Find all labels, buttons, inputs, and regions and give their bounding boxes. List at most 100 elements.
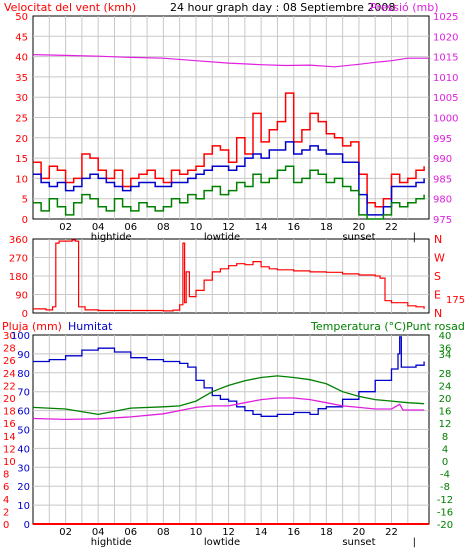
pressure-y-tick-label: 995 <box>433 134 452 145</box>
wind-x-sub-label: lowtide <box>204 232 240 243</box>
direction-compass-label: E <box>434 289 441 302</box>
humidity-x-sub-label: | <box>413 537 416 548</box>
temperature-y-tick-label: 0 <box>442 457 448 468</box>
direction-compass-label: N <box>434 233 442 246</box>
humidity-x-tick-label: 22 <box>385 527 398 538</box>
temperature-y-tick-label: 16 <box>439 407 452 418</box>
humidity-series-humitat <box>33 336 425 417</box>
humidity-x-tick-label: 08 <box>157 527 170 538</box>
wind-x-sub-label: hightide <box>91 232 132 243</box>
direction-y-tick-label: 270 <box>9 254 28 265</box>
humidity-x-sub-label: lowtide <box>204 537 240 548</box>
rain-y-tick-label: 30 <box>3 331 16 342</box>
humidity-y-tick-label: 70 <box>17 388 30 399</box>
direction-current-value: 175 <box>446 295 465 306</box>
rain-y-tick-label: 24 <box>3 369 16 380</box>
humidity-y-tick-label: 0 <box>24 520 30 531</box>
pressure-y-tick-label: 990 <box>433 154 452 165</box>
humidity-x-tick-label: 18 <box>320 527 333 538</box>
humidity-x-tick-label: 06 <box>124 527 137 538</box>
pressure-y-tick-label: 985 <box>433 174 452 185</box>
humidity-x-tick-label: 14 <box>255 527 268 538</box>
pressure-y-tick-label: 1005 <box>433 93 458 104</box>
direction-y-tick-label: 90 <box>15 291 28 302</box>
humidity-y-tick-label: 50 <box>17 426 30 437</box>
direction-y-tick-label: 360 <box>9 235 28 246</box>
wind-y-tick-label: 30 <box>15 93 28 104</box>
pressure-y-tick-label: 1020 <box>433 32 458 43</box>
humidity-x-tick-label: 02 <box>59 527 72 538</box>
wind-x-tick-label: 16 <box>287 222 300 233</box>
temp-dew-axis-title: Temperatura (°C)Punt rosada <box>310 320 465 333</box>
direction-y-tick-label: 0 <box>22 309 28 320</box>
rain-y-tick-label: 16 <box>3 419 16 430</box>
humidity-y-tick-label: 80 <box>17 369 30 380</box>
temperature-y-tick-label: 28 <box>439 369 452 380</box>
temperature-y-tick-label: 20 <box>439 394 452 405</box>
wind-x-tick-label: 14 <box>255 222 268 233</box>
wind-x-tick-label: 04 <box>92 222 105 233</box>
wind-series-mitjana <box>33 141 425 216</box>
wind-x-tick-label: 08 <box>157 222 170 233</box>
wind-title: Velocitat del vent (kmh) <box>4 1 136 14</box>
direction-series-line <box>33 239 425 312</box>
humidity-axis-title: Humitat <box>68 320 113 333</box>
wind-y-tick-label: 45 <box>15 32 28 43</box>
wind-x-tick-label: 06 <box>124 222 137 233</box>
temperature-y-tick-label: 36 <box>439 344 452 355</box>
humidity-series-temperatura-c- <box>32 375 425 416</box>
humidity-y-tick-label: 30 <box>17 463 30 474</box>
direction-compass-label: N <box>434 307 442 320</box>
temperature-y-tick-label: 8 <box>442 432 448 443</box>
rain-y-tick-label: 28 <box>3 344 16 355</box>
wind-y-tick-label: 50 <box>15 12 28 23</box>
wind-x-tick-label: 02 <box>59 222 72 233</box>
pressure-y-tick-label: 1015 <box>433 53 458 64</box>
humidity-x-tick-label: 12 <box>222 527 235 538</box>
wind-x-tick-label: 22 <box>385 222 398 233</box>
humidity-x-tick-label: 16 <box>287 527 300 538</box>
rain-y-tick-label: 2 <box>3 507 9 518</box>
wind-x-tick-label: 12 <box>222 222 235 233</box>
wind-x-tick-label: 10 <box>190 222 203 233</box>
wind-y-tick-label: 40 <box>15 53 28 64</box>
wind-y-tick-label: 10 <box>15 174 28 185</box>
rain-y-tick-label: 26 <box>3 356 16 367</box>
rain-y-tick-label: 12 <box>3 444 16 455</box>
pressure-y-tick-label: 1025 <box>433 12 458 23</box>
temperature-y-tick-label: -20 <box>437 520 453 531</box>
temperature-y-tick-label: -4 <box>440 470 450 481</box>
rain-y-tick-label: 14 <box>3 432 16 443</box>
rain-y-tick-label: 8 <box>3 470 9 481</box>
wind-x-tick-label: 18 <box>320 222 333 233</box>
humidity-x-tick-label: 10 <box>190 527 203 538</box>
rain-y-tick-label: 4 <box>3 495 9 506</box>
temperature-y-tick-label: 4 <box>442 444 448 455</box>
direction-y-tick-label: 180 <box>9 272 28 283</box>
center-title: 24 hour graph day : 08 Septiembre 2008 <box>170 1 395 14</box>
pressure-title: Pressió (mb) <box>370 1 439 14</box>
rain-axis-title: Pluja (mm) <box>2 320 62 333</box>
wind-series-pressi-mb- <box>32 54 429 68</box>
direction-compass-label: W <box>434 252 445 265</box>
rain-y-tick-label: 10 <box>3 457 16 468</box>
temperature-y-tick-label: 24 <box>439 381 452 392</box>
pressure-y-tick-label: 1000 <box>433 114 458 125</box>
pressure-y-tick-label: 975 <box>433 215 452 226</box>
wind-y-tick-label: 25 <box>15 114 28 125</box>
temperature-y-tick-label: -12 <box>437 495 453 506</box>
humidity-series-punt-rosada <box>32 397 425 421</box>
temperature-y-tick-label: -8 <box>440 482 450 493</box>
humidity-x-sub-label: hightide <box>91 537 132 548</box>
humidity-x-tick-label: 20 <box>353 527 366 538</box>
rain-y-tick-label: 20 <box>3 394 16 405</box>
humidity-y-tick-label: 40 <box>17 444 30 455</box>
temperature-y-tick-label: -16 <box>437 507 453 518</box>
rain-y-tick-label: 18 <box>3 407 16 418</box>
humidity-x-tick-label: 04 <box>92 527 105 538</box>
humidity-y-tick-label: 100 <box>11 331 30 342</box>
wind-x-sub-label: | <box>413 232 416 243</box>
pressure-y-tick-label: 980 <box>433 195 452 206</box>
pressure-y-tick-label: 1010 <box>433 73 458 84</box>
